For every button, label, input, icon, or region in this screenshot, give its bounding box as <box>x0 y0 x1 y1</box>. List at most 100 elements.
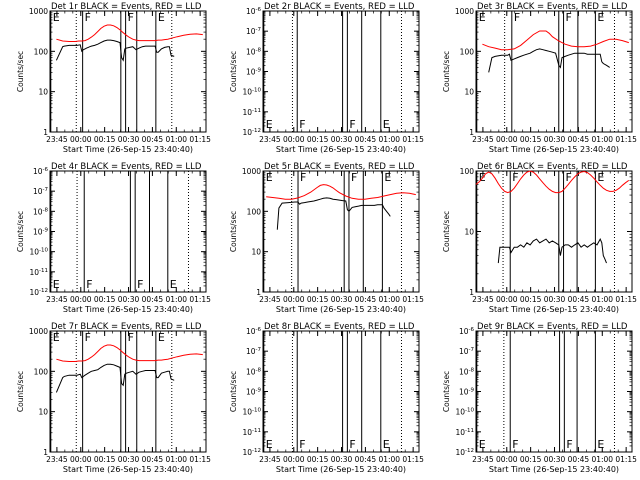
y-tick-label: 10-12 <box>242 128 261 137</box>
marker-label: E <box>479 438 486 451</box>
y-tick-label: 10 <box>464 228 474 237</box>
marker-label: E <box>384 171 391 184</box>
chart-title: Det 9r BLACK = Events, RED = LLD <box>477 322 628 332</box>
x-tick-label: 00:00 <box>70 135 92 144</box>
y-tick-label: 10-9 <box>246 68 262 77</box>
x-tick-label: 01:15 <box>615 295 637 304</box>
chart-panel-5: Det 5r BLACK = Events, RED = LLD 1 10 100 10… <box>229 162 424 314</box>
marker-label: F <box>351 171 357 184</box>
series-line-lld <box>266 184 416 200</box>
x-tick-label: 23:45 <box>46 295 68 304</box>
y-tick-label: 10-6 <box>459 327 475 336</box>
x-tick-label: 01:15 <box>189 295 211 304</box>
y-tick-label: 10-11 <box>29 268 48 277</box>
x-tick-label: 00:45 <box>355 295 377 304</box>
chart-panel-2: Det 2r BLACK = Events, RED = LLD 10-12 10-… <box>229 2 424 154</box>
y-tick-label: 1 <box>469 128 474 137</box>
y-axis-label: Counts/sec <box>16 371 25 412</box>
y-tick-label: 1 <box>256 288 261 297</box>
chart-title: Det 3r BLACK = Events, RED = LLD <box>477 2 628 12</box>
x-tick-label: 00:30 <box>331 295 353 304</box>
x-tick-label: 00:00 <box>496 135 518 144</box>
x-tick-label: 01:15 <box>615 135 637 144</box>
x-tick-label: 01:15 <box>402 455 424 464</box>
y-tick-label: 10-8 <box>33 207 49 216</box>
marker-label: F <box>128 331 134 344</box>
marker-label: E <box>383 118 390 131</box>
y-tick-label: 10-9 <box>33 228 49 237</box>
marker-label: F <box>299 438 305 451</box>
x-tick-label: 00:45 <box>355 135 377 144</box>
series-line-events <box>488 48 610 73</box>
x-tick-label: 00:15 <box>520 135 542 144</box>
x-tick-label: 23:45 <box>259 295 281 304</box>
x-tick-label: 00:15 <box>520 455 542 464</box>
y-tick-label: 10-6 <box>246 7 262 16</box>
x-tick-label: 00:15 <box>94 455 116 464</box>
x-tick-label: 23:45 <box>46 135 68 144</box>
chart-title: Det 8r BLACK = Events, RED = LLD <box>264 322 415 332</box>
x-axis-label: Start Time (26-Sep-15 23:40:40) <box>489 465 619 474</box>
y-tick-label: 10-11 <box>455 428 474 437</box>
marker-label: F <box>86 278 92 291</box>
x-tick-label: 00:45 <box>142 135 164 144</box>
marker-label: F <box>85 11 91 24</box>
y-tick-label: 1000 <box>455 7 474 16</box>
x-tick-label: 01:00 <box>165 135 187 144</box>
marker-label: F <box>566 11 572 24</box>
y-tick-label: 10 <box>38 408 48 417</box>
y-tick-label: 10-6 <box>33 167 49 176</box>
chart-title: Det 6r BLACK = Events, RED = LLD <box>477 162 628 172</box>
y-tick-label: 100 <box>460 167 475 176</box>
x-tick-label: 00:45 <box>142 455 164 464</box>
y-tick-label: 10-8 <box>459 367 475 376</box>
x-tick-label: 00:45 <box>568 135 590 144</box>
y-axis-label: Counts/sec <box>229 211 238 252</box>
x-tick-label: 23:45 <box>472 455 494 464</box>
series-line-lld <box>482 30 629 51</box>
x-axis-label: Start Time (26-Sep-15 23:40:40) <box>63 465 193 474</box>
marker-label: E <box>53 11 60 24</box>
marker-label: F <box>300 171 306 184</box>
plot-frame <box>49 330 207 453</box>
marker-label: F <box>128 11 134 24</box>
chart-panel-7: Det 7r BLACK = Events, RED = LLD 1 10 100 10… <box>16 322 211 474</box>
x-tick-label: 01:00 <box>165 295 187 304</box>
x-tick-label: 01:15 <box>615 455 637 464</box>
x-tick-label: 00:00 <box>283 455 305 464</box>
x-tick-label: 01:00 <box>591 455 613 464</box>
y-tick-label: 1 <box>43 448 48 457</box>
x-axis-label: Start Time (26-Sep-15 23:40:40) <box>489 145 619 154</box>
x-axis-label: Start Time (26-Sep-15 23:40:40) <box>489 305 619 314</box>
x-tick-label: 01:00 <box>378 135 400 144</box>
x-tick-label: 00:45 <box>568 455 590 464</box>
y-axis-label: Counts/sec <box>442 371 451 412</box>
marker-label: F <box>349 438 355 451</box>
chart-title: Det 4r BLACK = Events, RED = LLD <box>51 162 202 172</box>
y-axis-label: Counts/sec <box>229 51 238 92</box>
marker-label: E <box>53 331 60 344</box>
x-tick-label: 00:30 <box>118 295 140 304</box>
series-line-lld <box>56 24 203 42</box>
chart-panel-4: Det 4r BLACK = Events, RED = LLD 10-12 10-… <box>16 162 211 314</box>
y-tick-label: 10-9 <box>246 388 262 397</box>
series-line-events <box>55 363 175 393</box>
chart-panel-9: Det 9r BLACK = Events, RED = LLD 10-12 10-… <box>442 322 637 474</box>
x-axis-label: Start Time (26-Sep-15 23:40:40) <box>276 305 406 314</box>
marker-label: E <box>158 331 165 344</box>
x-tick-label: 00:30 <box>544 455 566 464</box>
y-tick-label: 10-10 <box>29 248 48 257</box>
chart-title: Det 1r BLACK = Events, RED = LLD <box>51 2 202 12</box>
y-tick-label: 100 <box>247 207 262 216</box>
y-tick-label: 10-8 <box>246 47 262 56</box>
chart-title: Det 2r BLACK = Events, RED = LLD <box>264 2 415 12</box>
x-tick-label: 00:45 <box>355 455 377 464</box>
y-tick-label: 100 <box>460 47 475 56</box>
marker-label: F <box>349 118 355 131</box>
marker-label: E <box>266 171 273 184</box>
plot-frame <box>49 10 207 133</box>
y-tick-label: 10 <box>464 88 474 97</box>
x-tick-label: 00:45 <box>142 295 164 304</box>
